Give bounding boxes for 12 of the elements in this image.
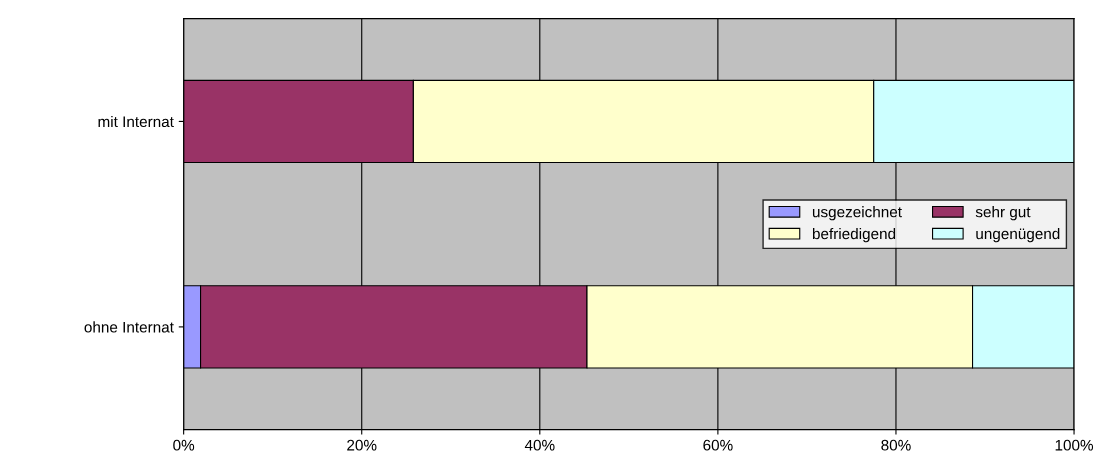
legend-label: ungenügend [976,227,1060,243]
x-tick-label: 100% [1055,439,1094,451]
legend-label: usgezeichnet [812,206,902,221]
x-tick-label: 60% [703,439,733,451]
x-tick-label: 20% [347,439,377,451]
x-tick-label: 80% [881,439,911,451]
y-tick-label: mit Internat [98,115,174,128]
x-tick-label: 40% [524,439,555,451]
legend-label: befriedigend [812,227,896,243]
x-tick-label: 0% [173,439,195,451]
y-tick-label: ohne Internat [84,321,174,333]
legend-label: sehr gut [975,206,1031,221]
